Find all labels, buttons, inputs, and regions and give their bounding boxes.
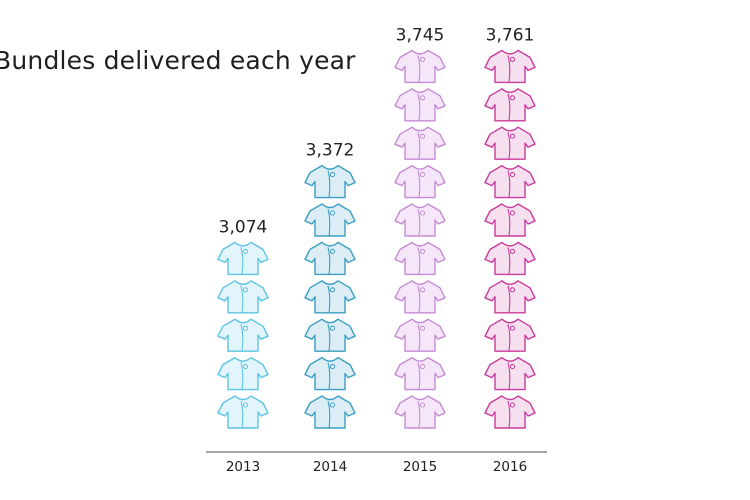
baby-shirt-icon [484, 318, 536, 352]
baby-shirt-icon [304, 280, 356, 314]
value-label: 3,074 [219, 217, 268, 237]
baby-shirt-icon [217, 356, 269, 391]
baby-shirt-icon [394, 241, 446, 276]
baby-shirt-icon [217, 318, 269, 352]
baby-shirt-icon [394, 88, 446, 122]
baby-shirt-icon [484, 88, 536, 122]
value-label: 3,372 [306, 141, 355, 161]
baby-shirt-icon [394, 126, 446, 160]
baby-shirt-icon [304, 356, 356, 391]
baby-shirt-icon [484, 164, 536, 199]
value-label: 3,745 [396, 25, 445, 45]
baby-shirt-icon [394, 203, 446, 237]
baby-shirt-icon [304, 395, 356, 429]
x-tick-label: 2016 [493, 459, 527, 475]
value-label: 3,761 [486, 25, 535, 45]
baby-shirt-icon [484, 395, 536, 429]
x-tick-label: 2014 [313, 459, 347, 475]
baby-shirt-icon [394, 318, 446, 352]
baby-shirt-icon [484, 241, 536, 276]
baby-shirt-icon [394, 280, 446, 314]
baby-shirt-icon [484, 203, 536, 237]
baby-shirt-icon [304, 318, 356, 352]
x-tick-label: 2013 [226, 459, 260, 475]
baby-shirt-icon [394, 395, 446, 429]
x-tick-label: 2015 [403, 459, 437, 475]
baby-shirt-icon [304, 241, 356, 276]
baby-shirt-icon [304, 203, 356, 237]
chart-title: Bundles delivered each year [0, 46, 356, 75]
baby-shirt-icon [394, 49, 446, 84]
baby-shirt-icon [484, 126, 536, 160]
baby-shirt-icon [484, 280, 536, 314]
baby-shirt-icon [484, 49, 536, 84]
baby-shirt-icon [394, 164, 446, 199]
baby-shirt-icon [304, 164, 356, 199]
baby-shirt-icon [484, 356, 536, 391]
baby-shirt-icon [394, 356, 446, 391]
baby-shirt-icon [217, 395, 269, 429]
baby-shirt-icon [217, 241, 269, 276]
baby-shirt-icon [217, 280, 269, 314]
